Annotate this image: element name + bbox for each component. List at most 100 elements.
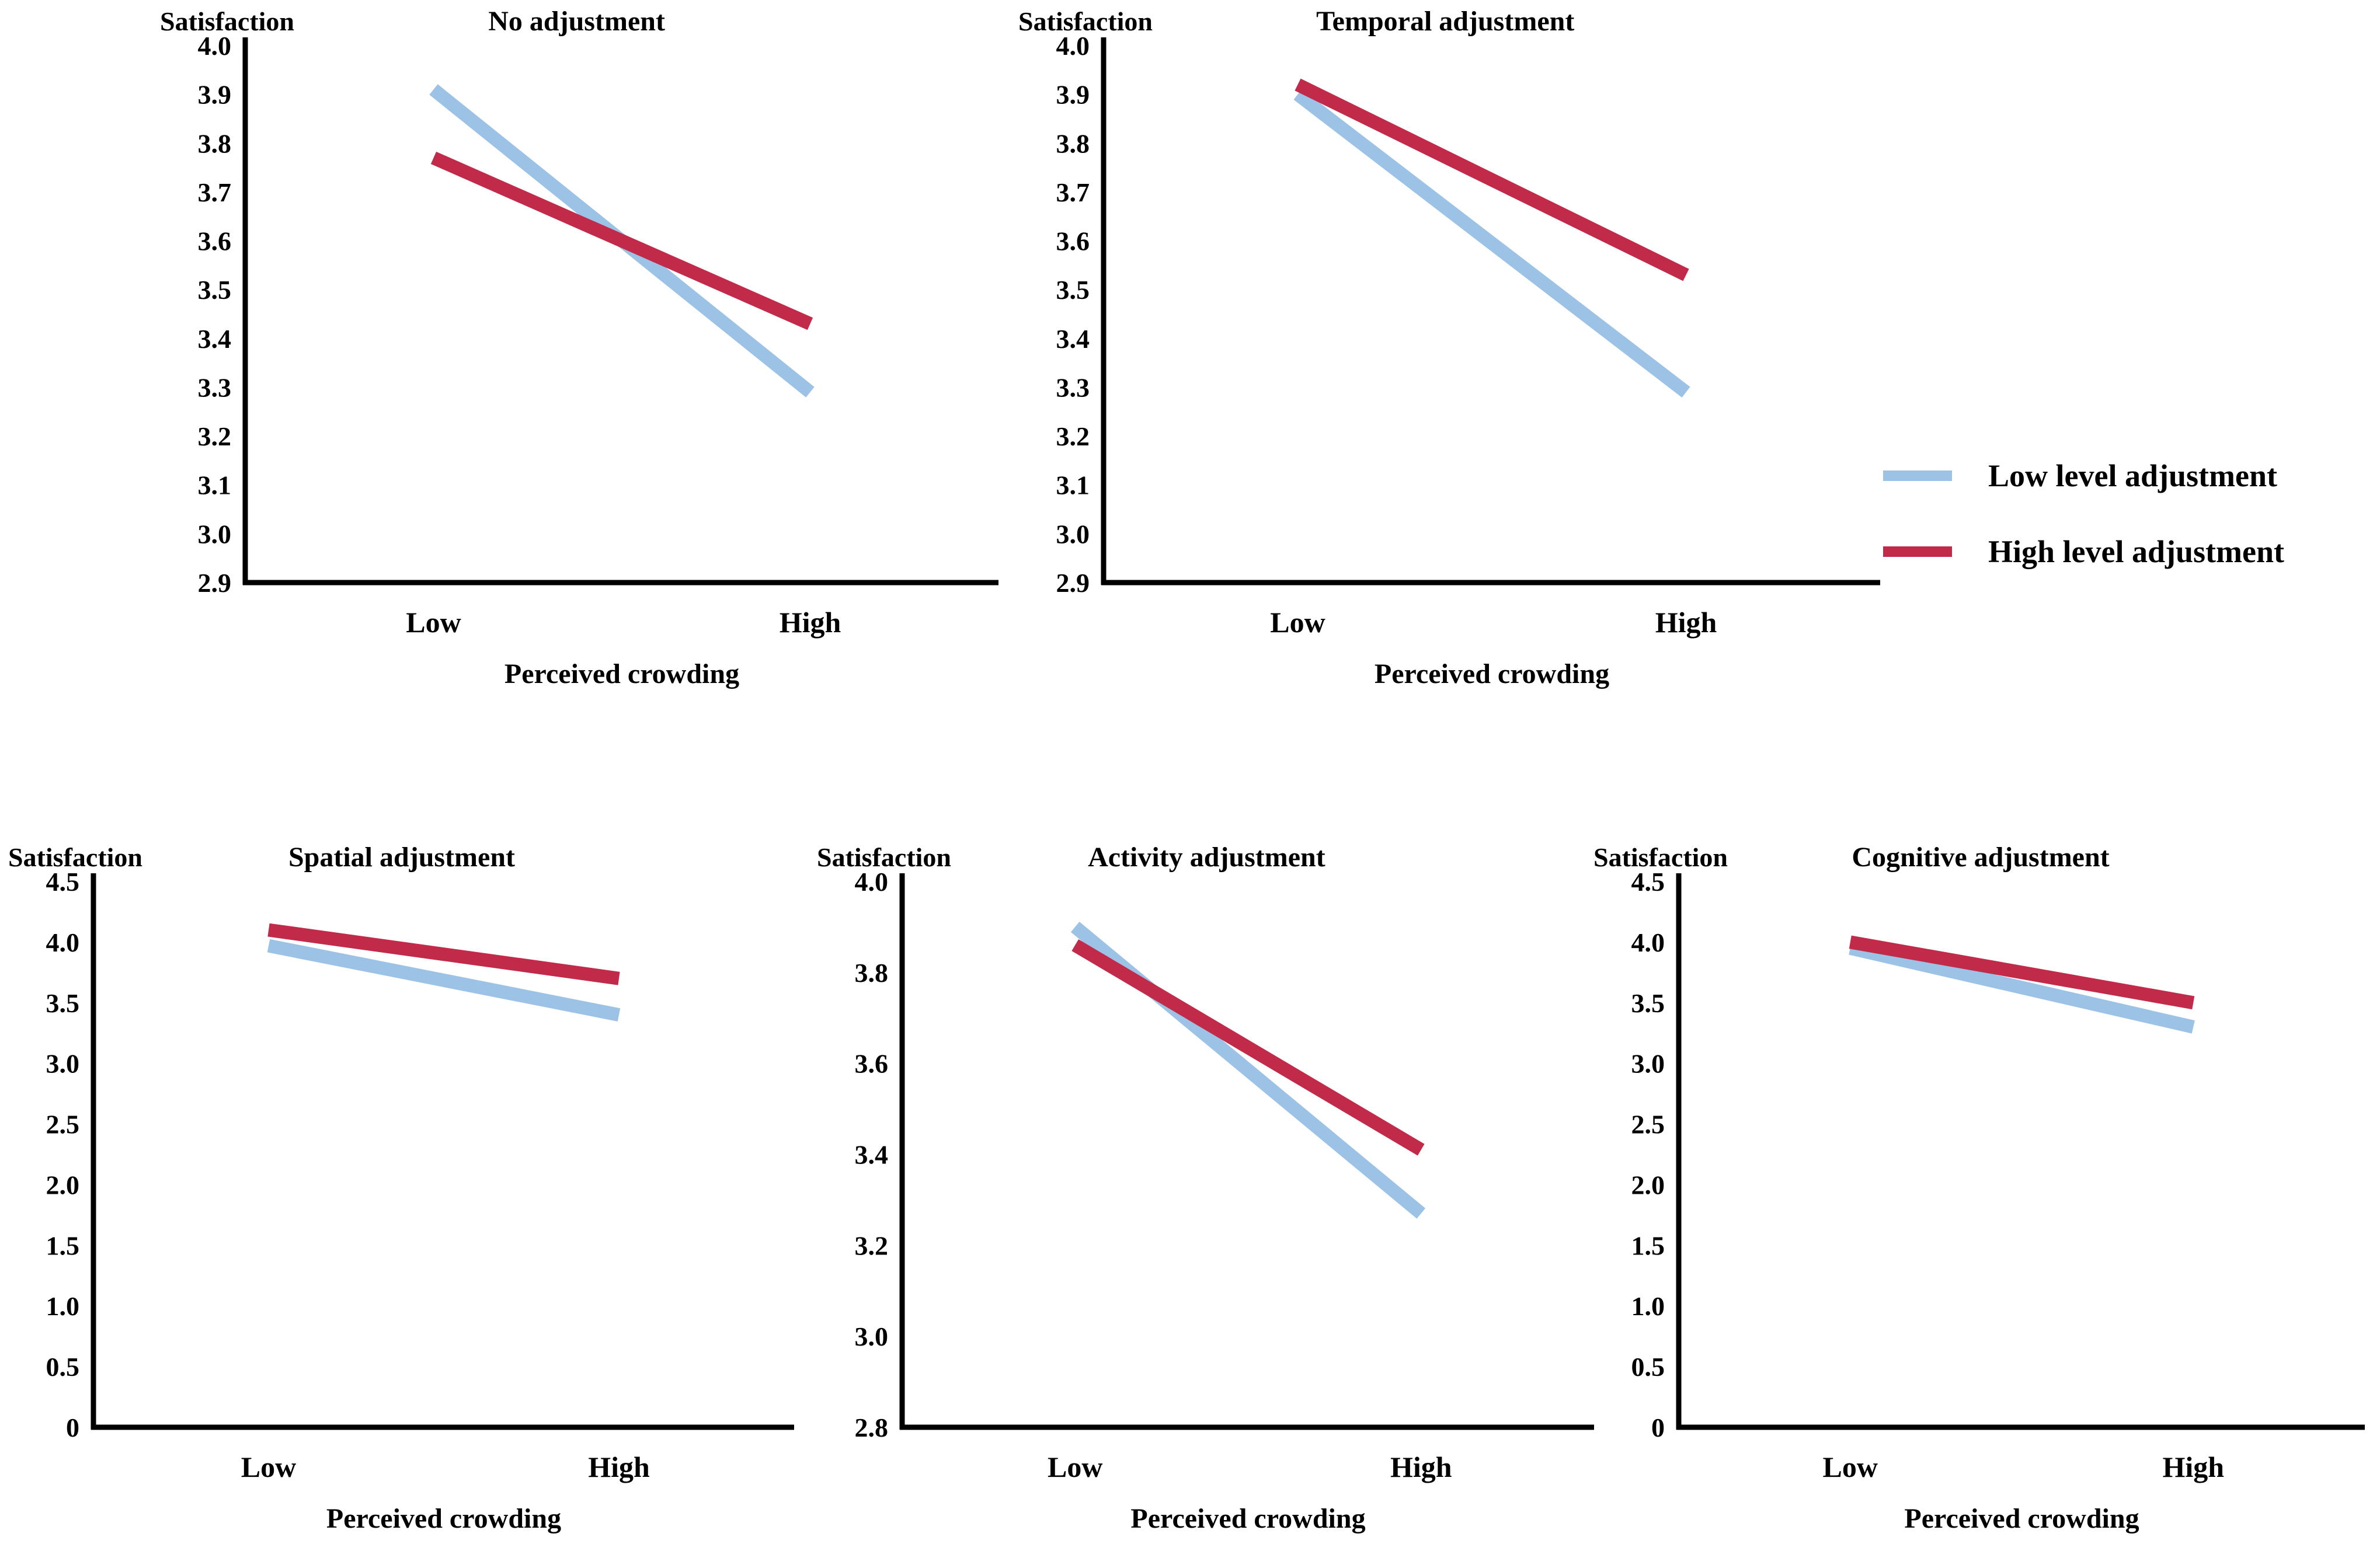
y-tick-label: 3.0 — [1056, 519, 1090, 549]
x-category-label: Low — [1048, 1451, 1102, 1483]
y-tick-label: 3.7 — [198, 177, 232, 207]
y-tick-label: 0.5 — [1631, 1352, 1665, 1382]
y-tick-label: 2.9 — [198, 568, 232, 598]
y-tick-label: 3.0 — [855, 1322, 889, 1351]
chart-svg: Satisfaction Cognitive adjustment 4.5 4.0 3.… — [1593, 842, 2365, 1534]
y-tick-label: 3.4 — [198, 324, 232, 354]
x-axis-label: Perceived crowding — [1130, 1503, 1365, 1534]
x-category-label: High — [1655, 606, 1717, 639]
series-line-low-level — [1849, 942, 2195, 1034]
chart-temporal-adjustment: Satisfaction Temporal adjustment 4.0 3.9 3.8… — [1016, 5, 1892, 693]
y-tick-label: 3.0 — [198, 519, 232, 549]
y-tick-label: 2.8 — [855, 1413, 889, 1442]
chart-no-adjustment: Satisfaction No adjustment 4.0 3.9 3.8 3.7 3.6… — [158, 5, 1010, 693]
y-tick-label: 3.4 — [855, 1140, 889, 1170]
y-tick-label: 1.5 — [1631, 1231, 1665, 1260]
chart-title: Spatial adjustment — [288, 842, 515, 873]
x-category-label: High — [588, 1451, 650, 1483]
series-line-low-level — [267, 939, 621, 1022]
y-tick-label: 4.0 — [1631, 928, 1665, 957]
y-tick-label: 4.5 — [46, 867, 80, 897]
chart-title: No adjustment — [488, 6, 665, 37]
low-level-line-swatch — [1883, 470, 1952, 481]
y-tick-label: 3.5 — [1631, 988, 1665, 1018]
high-level-line-swatch — [1883, 546, 1952, 557]
y-tick-label: 4.0 — [1056, 31, 1090, 61]
x-axis-label: Perceived crowding — [1375, 658, 1609, 689]
x-category-label: High — [1390, 1451, 1452, 1483]
y-tick-label: 2.0 — [46, 1170, 80, 1200]
y-tick-label: 0.5 — [46, 1352, 80, 1382]
chart-cognitive-adjustment: Satisfaction Cognitive adjustment 4.5 4.0 3.… — [1591, 841, 2376, 1538]
chart-spatial-adjustment: Satisfaction Spatial adjustment 4.5 4.0 3.5 3… — [6, 841, 806, 1538]
y-axis-header: Satisfaction — [8, 842, 142, 872]
y-tick-label: 3.2 — [198, 421, 232, 451]
y-tick-label: 4.0 — [198, 31, 232, 61]
y-tick-label: 3.8 — [855, 958, 889, 988]
y-tick-label: 1.0 — [1631, 1291, 1665, 1321]
x-axis-label: Perceived crowding — [1904, 1503, 2139, 1534]
series-line-high-level — [430, 151, 813, 330]
y-tick-label: 3.6 — [198, 226, 232, 256]
y-tick-label: 3.7 — [1056, 177, 1090, 207]
y-tick-label: 2.9 — [1056, 568, 1090, 598]
legend-label: Low level adjustment — [1988, 458, 2277, 493]
y-tick-label: 3.8 — [1056, 128, 1090, 158]
series-line-high-level — [267, 923, 620, 985]
series-line-high-level — [1295, 78, 1689, 281]
y-tick-label: 2.0 — [1631, 1170, 1665, 1200]
y-tick-label: 2.5 — [46, 1110, 80, 1139]
y-tick-label: 0 — [1651, 1413, 1665, 1442]
y-tick-label: 3.4 — [1056, 324, 1090, 354]
y-tick-label: 1.0 — [46, 1291, 80, 1321]
y-axis-header: Satisfaction — [817, 842, 951, 872]
x-axis-label: Perceived crowding — [326, 1503, 561, 1534]
series-line-high-level — [1849, 935, 2195, 1010]
y-tick-label: 4.0 — [855, 867, 889, 897]
chart-title: Activity adjustment — [1088, 842, 1325, 873]
chart-svg: Satisfaction Activity adjustment 4.0 3.8 3.6… — [817, 842, 1594, 1534]
y-axis-header: Satisfaction — [1018, 6, 1153, 36]
y-tick-label: 3.3 — [198, 372, 232, 402]
y-axis-header: Satisfaction — [160, 6, 294, 36]
x-category-label: Low — [406, 606, 461, 639]
y-tick-label: 3.9 — [198, 80, 232, 110]
chart-title: Cognitive adjustment — [1852, 842, 2109, 873]
y-tick-label: 3.0 — [46, 1049, 80, 1079]
legend-item-high-level: High level adjustment — [1883, 531, 2284, 572]
y-tick-label: 3.2 — [1056, 421, 1090, 451]
x-category-label: Low — [1270, 606, 1325, 639]
legend-item-low-level: Low level adjustment — [1883, 455, 2284, 496]
y-tick-label: 3.2 — [855, 1231, 889, 1260]
x-category-label: Low — [1823, 1451, 1878, 1483]
x-axis-label: Perceived crowding — [504, 658, 739, 689]
y-tick-label: 0 — [66, 1413, 79, 1442]
y-tick-label: 3.5 — [198, 275, 232, 305]
x-category-label: Low — [241, 1451, 296, 1483]
y-tick-label: 3.5 — [1056, 275, 1090, 305]
series-line-low-level — [1293, 89, 1690, 398]
chart-svg: Satisfaction Temporal adjustment 4.0 3.9 3.8… — [1018, 6, 1880, 689]
chart-title: Temporal adjustment — [1316, 6, 1574, 37]
legend-label: High level adjustment — [1988, 534, 2284, 569]
series-line-high-level — [1071, 939, 1425, 1156]
y-tick-label: 3.9 — [1056, 80, 1090, 110]
y-tick-label: 3.1 — [198, 470, 232, 500]
y-tick-label: 1.5 — [46, 1231, 80, 1260]
x-category-label: High — [2162, 1451, 2224, 1483]
y-tick-label: 2.5 — [1631, 1110, 1665, 1139]
chart-svg: Satisfaction No adjustment 4.0 3.9 3.8 3.7 3.6… — [160, 6, 998, 689]
chart-svg: Satisfaction Spatial adjustment 4.5 4.0 3.5 3… — [8, 842, 794, 1534]
y-tick-label: 3.3 — [1056, 372, 1090, 402]
y-tick-label: 3.1 — [1056, 470, 1090, 500]
chart-activity-adjustment: Satisfaction Activity adjustment 4.0 3.8 3.6… — [815, 841, 1606, 1538]
legend: Low level adjustment High level adjustme… — [1883, 444, 2284, 572]
y-tick-label: 3.8 — [198, 128, 232, 158]
y-axis-header: Satisfaction — [1593, 842, 1728, 872]
y-tick-label: 3.6 — [1056, 226, 1090, 256]
y-tick-label: 3.6 — [855, 1049, 889, 1079]
y-tick-label: 4.0 — [46, 928, 80, 957]
x-category-label: High — [780, 606, 841, 639]
y-tick-label: 3.5 — [46, 988, 80, 1018]
